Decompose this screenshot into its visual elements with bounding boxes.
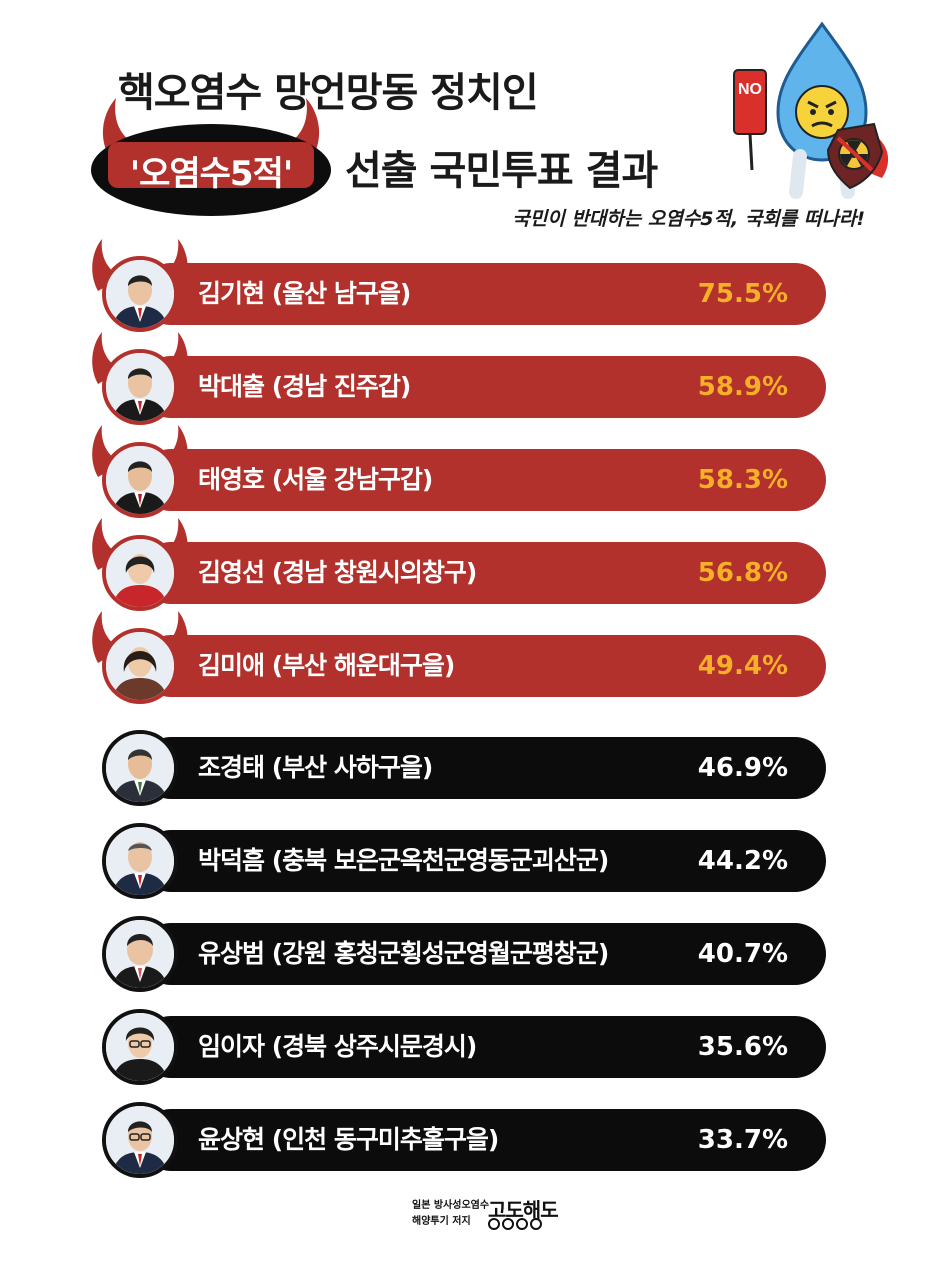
candidate-row: 박대출 (경남 진주갑) 58.9% [92, 332, 828, 425]
avatar [102, 535, 178, 611]
badge-oyeomsu-5: '오염수5적' [88, 98, 334, 216]
candidate-name: 김미애 (부산 해운대구을) [198, 651, 455, 680]
candidate-row: 유상범 (강원 홍청군횡성군영월군평창군) 40.7% [100, 916, 828, 992]
result-bar [140, 542, 826, 604]
avatar [102, 730, 178, 806]
candidate-row: 태영호 (서울 강남구갑) 58.3% [92, 425, 828, 518]
candidate-row: 윤상현 (인천 동구미추홀구을) 33.7% [100, 1102, 828, 1178]
result-bar [140, 449, 826, 511]
vote-percent: 35.6% [697, 1032, 788, 1062]
wave-circles-icon [488, 1218, 542, 1230]
result-bar [140, 1016, 826, 1078]
candidate-name: 김기현 (울산 남구을) [198, 279, 411, 308]
no-sign-icon [733, 69, 767, 135]
avatar [102, 349, 178, 425]
candidate-name: 박덕흠 (충북 보은군옥천군영동군괴산군) [198, 846, 609, 875]
vote-percent: 46.9% [697, 753, 788, 783]
result-bar [140, 923, 826, 985]
avatar [102, 1102, 178, 1178]
avatar [102, 442, 178, 518]
devil-badge-shape [91, 98, 331, 216]
result-bar [140, 830, 826, 892]
candidate-row: 김미애 (부산 해운대구을) 49.4% [92, 611, 828, 704]
vote-percent: 44.2% [697, 846, 788, 876]
footer-logo: 일본 방사성오염수 해양투기 저지 고도해도 [402, 1194, 559, 1234]
vote-percent: 49.4% [697, 651, 788, 681]
avatar [102, 628, 178, 704]
vote-percent: 40.7% [697, 939, 788, 969]
candidate-row: 김기현 (울산 남구을) 75.5% [92, 239, 828, 332]
candidate-name: 태영호 (서울 강남구갑) [198, 465, 433, 494]
footer-line-1: 일본 방사성오염수 [412, 1200, 490, 1211]
subtitle: 국민이 반대하는 오염수5적, 국회를 떠나라! [512, 208, 865, 230]
vote-percent: 33.7% [697, 1125, 788, 1155]
avatar [102, 256, 178, 332]
avatar [102, 1009, 178, 1085]
result-bar [140, 1109, 826, 1171]
vote-percent: 58.3% [697, 465, 788, 495]
candidate-name: 유상범 (강원 홍청군횡성군영월군평창군) [198, 939, 609, 968]
svg-text:NO: NO [738, 81, 762, 98]
candidate-name: 임이자 (경북 상주시문경시) [198, 1032, 477, 1061]
candidate-name: 윤상현 (인천 동구미추홀구을) [198, 1125, 499, 1154]
title-line-2: 선출 국민투표 결과 [345, 148, 658, 194]
result-bar [140, 737, 826, 799]
candidate-name: 조경태 (부산 사하구을) [198, 753, 433, 782]
avatar [102, 823, 178, 899]
vote-percent: 56.8% [697, 558, 788, 588]
vote-percent: 58.9% [697, 372, 788, 402]
candidate-row: 김영선 (경남 창원시의창구) 56.8% [92, 518, 828, 611]
candidate-name: 김영선 (경남 창원시의창구) [198, 558, 477, 587]
candidate-row: 임이자 (경북 상주시문경시) 35.6% [100, 1009, 828, 1085]
result-bar [140, 356, 826, 418]
candidate-row: 조경태 (부산 사하구을) 46.9% [100, 730, 828, 806]
avatar [102, 916, 178, 992]
footer-brand: 고도해도 [488, 1198, 559, 1222]
result-bar [140, 263, 826, 325]
water-drop-mascot: NO [726, 20, 901, 200]
result-bar [140, 635, 826, 697]
candidate-name: 박대출 (경남 진주갑) [198, 372, 411, 401]
vote-percent: 75.5% [697, 279, 788, 309]
title-line-1: 핵오염수 망언망동 정치인 [118, 70, 539, 116]
candidate-row: 박덕흠 (충북 보은군옥천군영동군괴산군) 44.2% [100, 823, 828, 899]
footer-line-2: 해양투기 저지 [412, 1216, 471, 1227]
badge-text: '오염수5적' [129, 153, 294, 194]
